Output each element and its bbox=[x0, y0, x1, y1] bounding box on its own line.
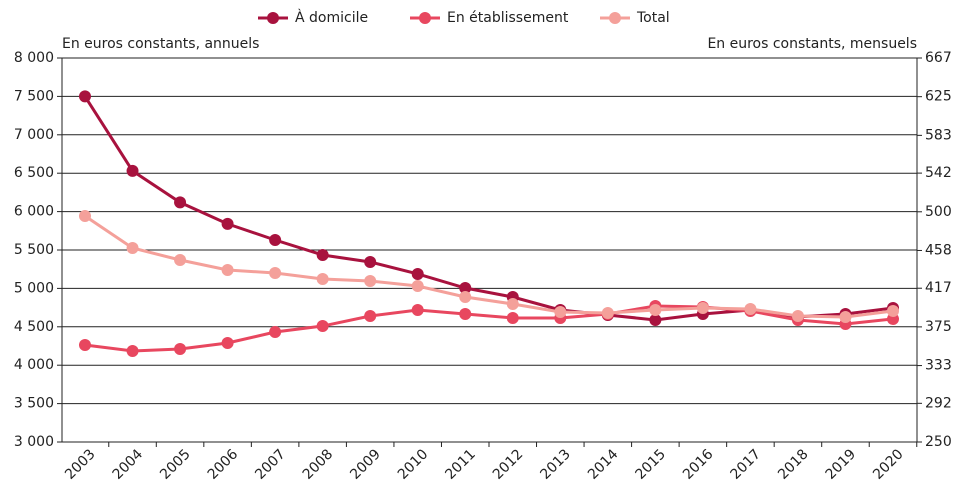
x-tick-label: 2005 bbox=[157, 446, 194, 483]
legend-label: Total bbox=[636, 10, 670, 26]
y-tick-label: 4 000 bbox=[14, 357, 54, 373]
y-tick-label: 7 500 bbox=[14, 88, 54, 104]
point bbox=[839, 310, 852, 323]
series-line bbox=[84, 214, 894, 319]
point bbox=[316, 273, 329, 286]
x-tick-label: 2013 bbox=[537, 446, 574, 483]
point bbox=[126, 344, 139, 357]
y2-tick-label: 542 bbox=[925, 165, 952, 181]
y2-tick-label: 625 bbox=[925, 89, 952, 105]
point bbox=[601, 306, 614, 319]
y-tick-label: 4 500 bbox=[14, 319, 54, 335]
point bbox=[649, 313, 662, 326]
x-tick-label: 2003 bbox=[62, 446, 99, 483]
y2-tick-label: 250 bbox=[925, 434, 952, 450]
point bbox=[269, 234, 282, 247]
y2-tick-label: 333 bbox=[925, 358, 952, 374]
x-tick-label: 2019 bbox=[823, 446, 860, 483]
point bbox=[411, 303, 424, 316]
point bbox=[506, 297, 519, 310]
point bbox=[269, 326, 282, 339]
point bbox=[887, 304, 899, 317]
x-tick-label: 2009 bbox=[347, 446, 384, 483]
legend-marker bbox=[609, 12, 621, 24]
point bbox=[126, 164, 139, 177]
point bbox=[459, 307, 472, 320]
point bbox=[364, 275, 377, 288]
point bbox=[506, 311, 519, 324]
point bbox=[79, 209, 91, 222]
legend-label: En établissement bbox=[447, 10, 569, 26]
point bbox=[411, 280, 424, 293]
point bbox=[221, 337, 234, 350]
point bbox=[649, 303, 662, 316]
y2-tick-label: 458 bbox=[925, 242, 952, 258]
x-tick-label: 2018 bbox=[775, 446, 812, 483]
point bbox=[316, 248, 329, 261]
x-tick-label: 2017 bbox=[728, 446, 765, 483]
legend-marker bbox=[267, 12, 279, 24]
point bbox=[744, 302, 757, 315]
y2-tick-label: 292 bbox=[925, 395, 952, 411]
x-tick-label: 2020 bbox=[870, 446, 907, 483]
point bbox=[459, 282, 472, 295]
point bbox=[221, 217, 234, 230]
y-tick-label: 3 000 bbox=[14, 434, 54, 450]
point bbox=[79, 90, 91, 103]
point bbox=[174, 196, 187, 209]
x-tick-label: 2016 bbox=[680, 446, 717, 483]
series-line bbox=[83, 95, 894, 322]
point bbox=[126, 242, 139, 255]
x-tick-label: 2015 bbox=[632, 446, 669, 483]
point bbox=[174, 253, 187, 266]
point bbox=[364, 255, 377, 268]
x-tick-label: 2007 bbox=[252, 446, 289, 483]
y-tick-label: 3 500 bbox=[14, 396, 54, 412]
x-tick-label: 2004 bbox=[110, 446, 147, 483]
y2-tick-label: 417 bbox=[925, 280, 952, 296]
y-axis-label: En euros constants, annuels bbox=[62, 36, 259, 52]
y2-axis-label: En euros constants, mensuels bbox=[707, 36, 917, 52]
x-tick-label: 2006 bbox=[205, 446, 242, 483]
point bbox=[221, 263, 234, 276]
series-line bbox=[84, 304, 894, 353]
y2-tick-label: 500 bbox=[925, 204, 952, 220]
point bbox=[791, 309, 804, 322]
legend-label: À domicile bbox=[295, 9, 368, 26]
y2-tick-label: 667 bbox=[925, 50, 952, 66]
y-tick-label: 6 500 bbox=[14, 165, 54, 181]
y2-tick-label: 583 bbox=[925, 127, 952, 143]
point bbox=[459, 291, 472, 304]
point bbox=[79, 339, 91, 352]
y-tick-label: 7 000 bbox=[14, 127, 54, 143]
x-tick-label: 2010 bbox=[395, 446, 432, 483]
point bbox=[269, 266, 282, 279]
x-tick-label: 2011 bbox=[442, 446, 479, 483]
y-tick-label: 8 000 bbox=[14, 50, 54, 66]
y-tick-label: 6 000 bbox=[14, 204, 54, 220]
point bbox=[696, 301, 709, 314]
y-tick-label: 5 000 bbox=[14, 280, 54, 296]
point bbox=[411, 267, 424, 280]
y-tick-label: 5 500 bbox=[14, 242, 54, 258]
point bbox=[364, 309, 377, 322]
point bbox=[174, 342, 187, 355]
x-tick-label: 2008 bbox=[300, 446, 337, 483]
x-tick-label: 2014 bbox=[585, 446, 622, 483]
y2-tick-label: 375 bbox=[925, 319, 952, 335]
point bbox=[554, 305, 567, 318]
legend-marker bbox=[419, 12, 431, 24]
x-tick-label: 2012 bbox=[490, 446, 527, 483]
point bbox=[316, 320, 329, 333]
